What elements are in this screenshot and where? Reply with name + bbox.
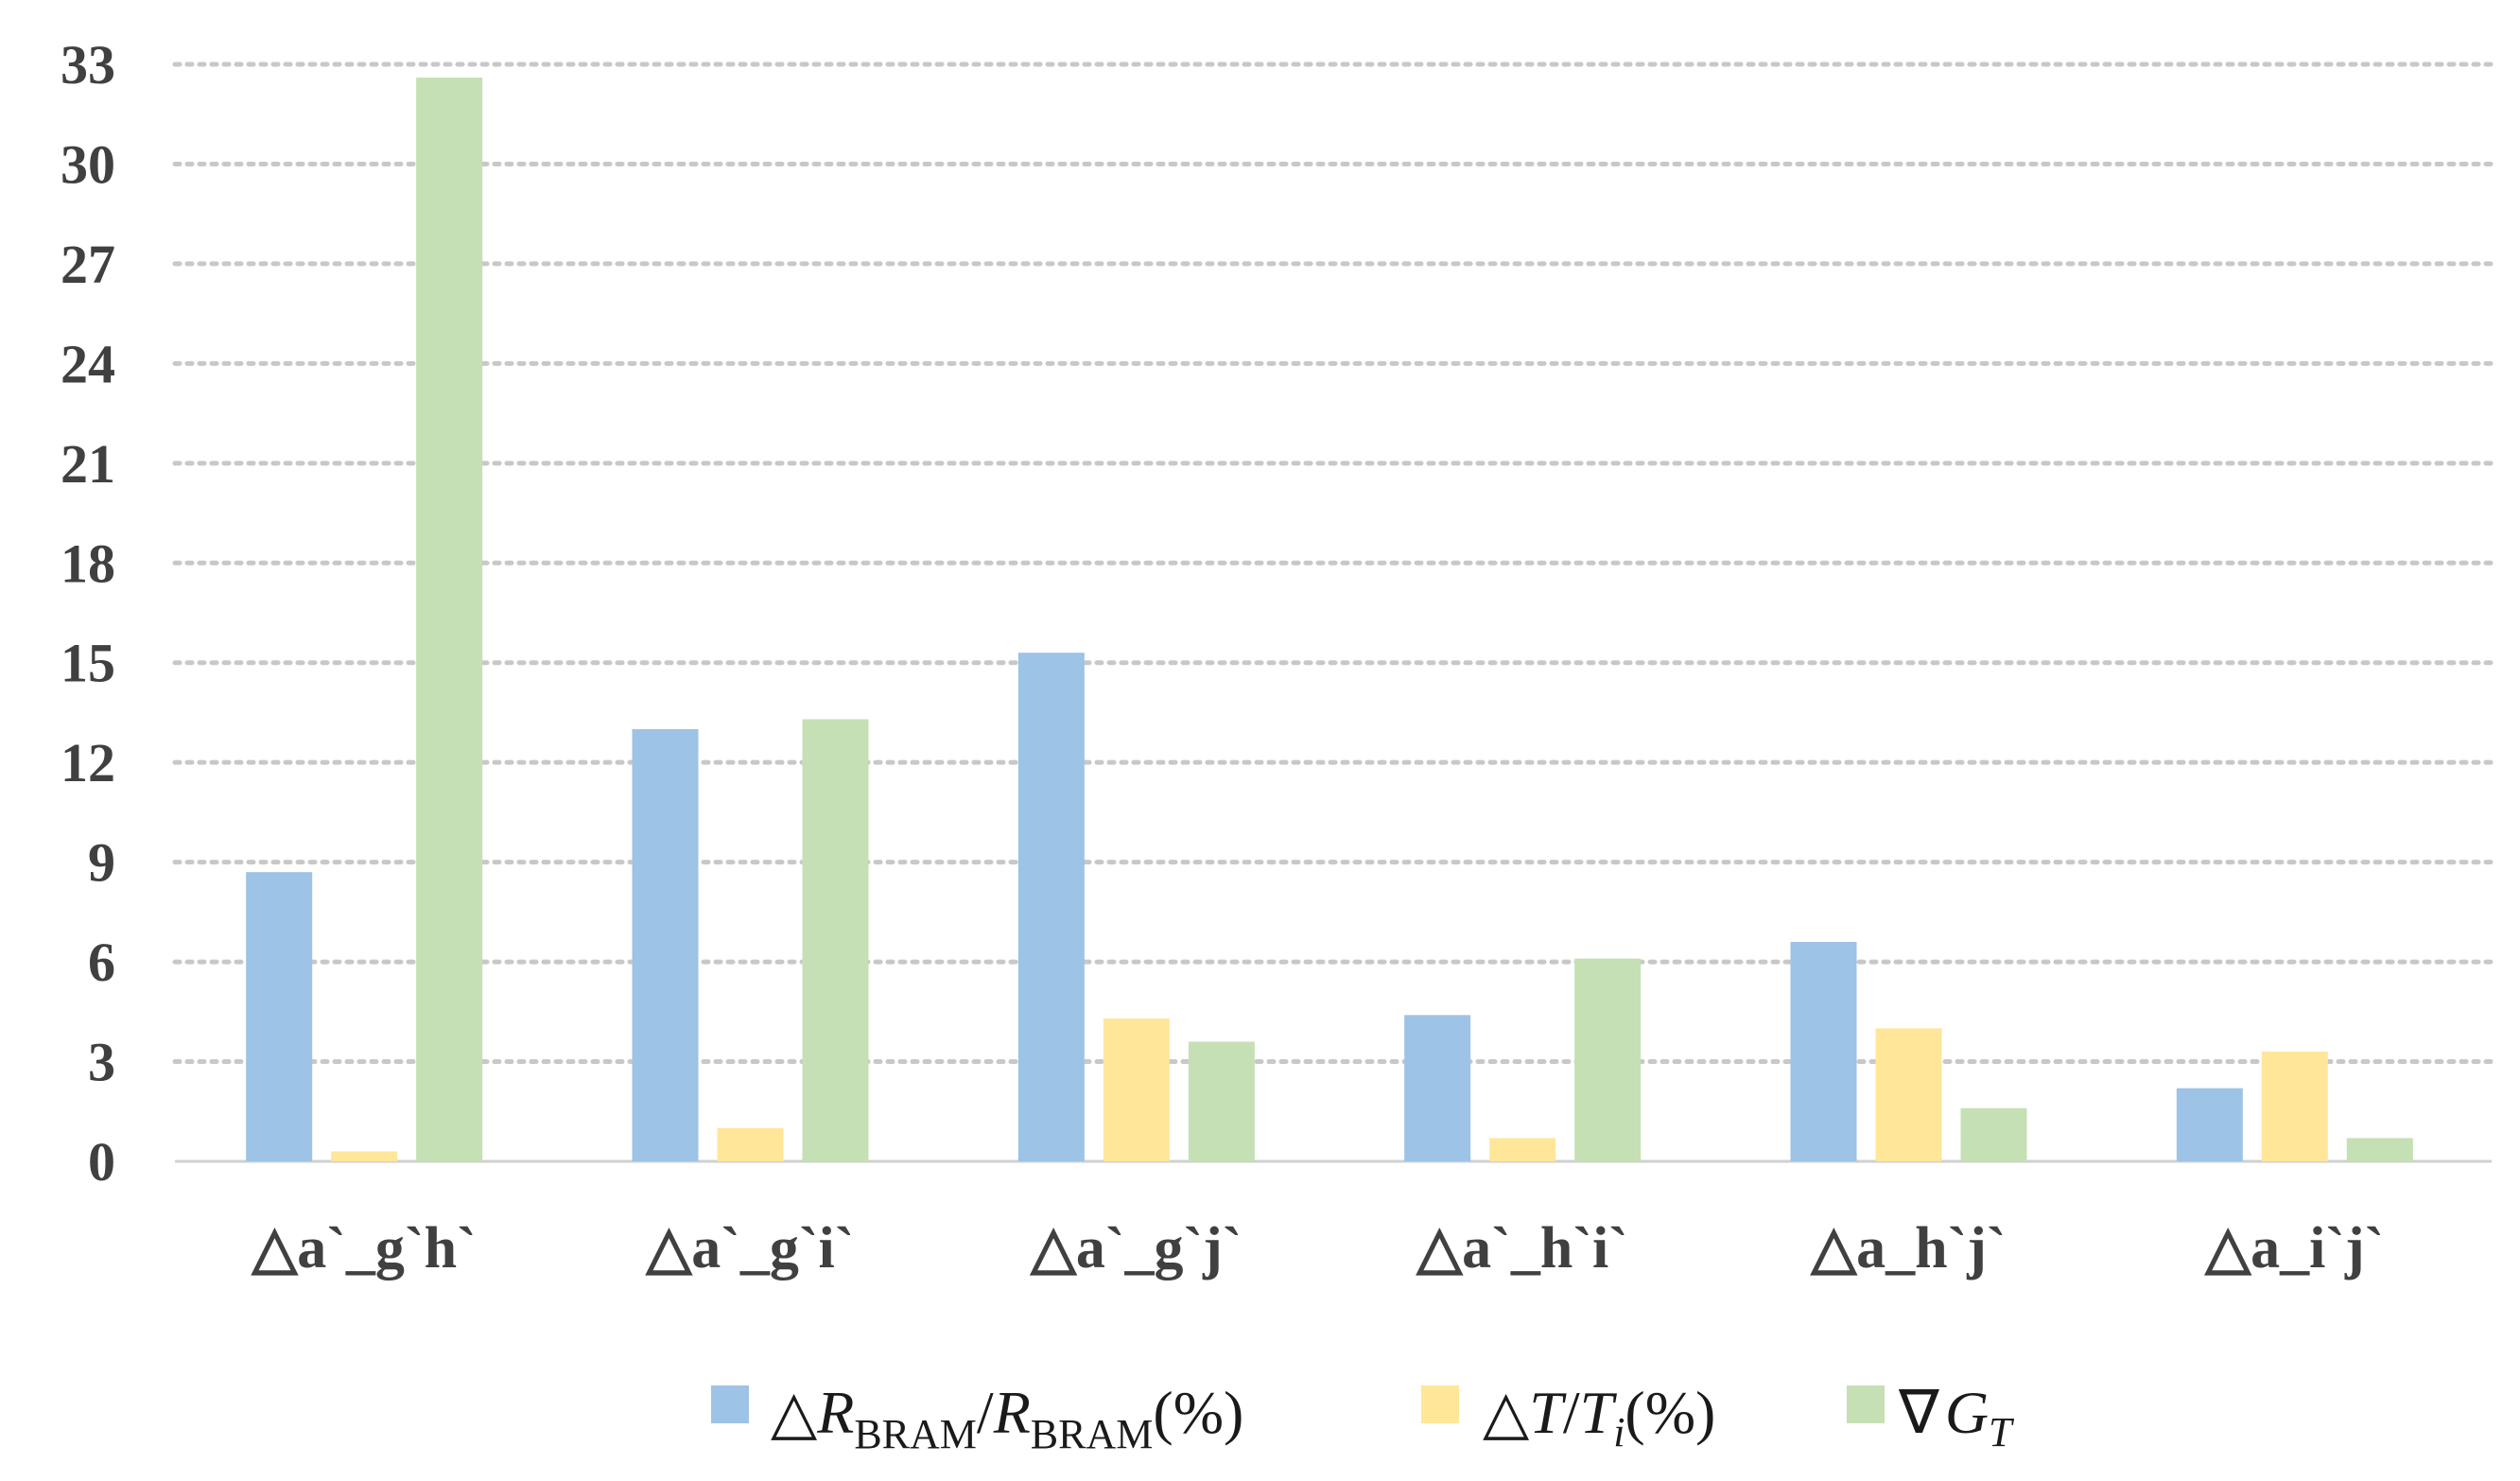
x-category-label: △a`_g`i` bbox=[645, 1216, 855, 1281]
bar-2-3 bbox=[1103, 1018, 1170, 1161]
legend-label-rram: △RBRAM/RBRAM(%) bbox=[771, 1379, 1243, 1457]
gridlines bbox=[172, 61, 2494, 1065]
y-tick-label: 30 bbox=[61, 133, 115, 195]
bar-1-3 bbox=[1017, 653, 1085, 1161]
y-tick-label: 12 bbox=[61, 732, 115, 793]
bar-3-2 bbox=[802, 719, 869, 1161]
bar-2-1 bbox=[331, 1151, 398, 1161]
y-tick-label: 6 bbox=[88, 932, 115, 993]
y-tick-label: 27 bbox=[61, 234, 115, 295]
y-tick-label: 21 bbox=[61, 433, 115, 495]
bar-3-6 bbox=[2346, 1138, 2413, 1161]
legend-swatch-rram bbox=[711, 1385, 749, 1423]
bar-1-1 bbox=[246, 872, 313, 1161]
legend: △RBRAM/RBRAM(%) △T/Ti(%) ∇GT bbox=[711, 1379, 2015, 1457]
x-category-label: △a`_h`i` bbox=[1416, 1216, 1628, 1281]
x-axis-categories: △a`_g`h` △a`_g`i` △a`_g`j` △a`_h`i` △a_h`j` △… bbox=[251, 1216, 2385, 1281]
bar-2-5 bbox=[1875, 1028, 1942, 1161]
bar-3-1 bbox=[416, 78, 483, 1162]
bar-1-6 bbox=[2176, 1088, 2243, 1161]
bar-2-2 bbox=[717, 1127, 784, 1161]
legend-swatch-gradient bbox=[1847, 1385, 1885, 1423]
bar-1-4 bbox=[1404, 1015, 1471, 1161]
bar-3-3 bbox=[1188, 1041, 1255, 1161]
y-tick-label: 0 bbox=[88, 1131, 115, 1193]
x-category-label: △a`_g`j` bbox=[1029, 1216, 1242, 1281]
legend-label-gradient: ∇GT bbox=[1898, 1379, 2015, 1455]
bar-1-2 bbox=[632, 729, 699, 1161]
bar-3-5 bbox=[1960, 1107, 2027, 1161]
bar-3-4 bbox=[1574, 958, 1642, 1161]
bar-2-4 bbox=[1489, 1138, 1556, 1161]
bar-1-5 bbox=[1790, 942, 1857, 1161]
bars bbox=[246, 78, 2413, 1162]
y-tick-label: 3 bbox=[88, 1032, 115, 1093]
bar-2-6 bbox=[2261, 1052, 2328, 1161]
y-tick-label: 9 bbox=[88, 832, 115, 894]
y-tick-label: 33 bbox=[61, 34, 115, 96]
y-axis-ticks: 0 3 6 9 12 15 18 21 24 27 30 33 bbox=[61, 34, 115, 1193]
y-tick-label: 15 bbox=[61, 633, 115, 694]
legend-swatch-temperature bbox=[1421, 1385, 1459, 1423]
legend-label-temperature: △T/Ti(%) bbox=[1483, 1379, 1715, 1455]
x-category-label: △a_i`j` bbox=[2203, 1216, 2384, 1281]
x-category-label: △a_h`j` bbox=[1809, 1216, 2006, 1281]
x-category-label: △a`_g`h` bbox=[251, 1216, 477, 1281]
y-tick-label: 24 bbox=[61, 333, 115, 394]
y-tick-label: 18 bbox=[61, 532, 115, 594]
